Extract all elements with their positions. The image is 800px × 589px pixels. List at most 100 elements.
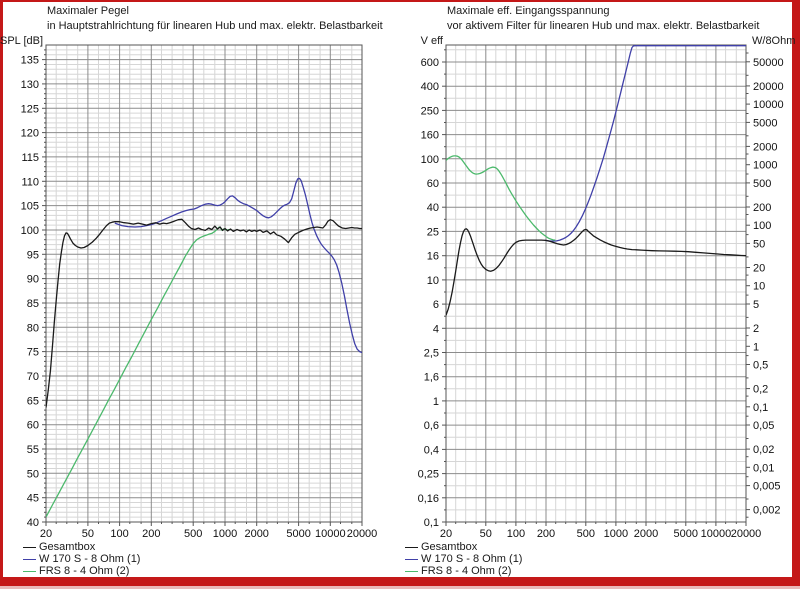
y-axis-caption: SPL [dB]	[0, 35, 44, 47]
tick-label: 50	[27, 468, 39, 480]
chart-subtitle: in Hauptstrahlrichtung für linearen Hub …	[47, 20, 383, 32]
tick-label: 16	[427, 251, 439, 263]
grid-major	[45, 45, 363, 523]
legend-label: FRS 8 - 4 Ohm (2)	[39, 565, 130, 577]
tick-label: 2	[753, 323, 759, 335]
tick-label: 0,6	[424, 420, 439, 432]
plot-border	[445, 44, 747, 523]
tick-label: 0,005	[753, 481, 781, 493]
tick-label: 50	[753, 238, 765, 250]
chart-title: Maximale eff. Eingangsspannung	[447, 5, 610, 17]
tick-label: 10000	[701, 528, 732, 540]
tick-label: 5000	[674, 528, 698, 540]
tick-label: 95	[27, 249, 39, 261]
frame-left	[0, 0, 3, 589]
series-w170s	[114, 177, 362, 354]
tick-label: 40	[27, 517, 39, 529]
tick-label: 250	[421, 105, 439, 117]
tick-label: 2,5	[424, 348, 439, 360]
tick-label: 5000	[286, 528, 310, 540]
chart-title: Maximaler Pegel	[47, 5, 129, 17]
tick-label: 100	[753, 220, 771, 232]
legend-swatch	[23, 571, 36, 572]
legend-swatch	[405, 571, 418, 572]
tick-label: 400	[421, 81, 439, 93]
tick-label: 60	[427, 178, 439, 190]
tick-label: 65	[27, 395, 39, 407]
tick-label: 100	[110, 528, 128, 540]
tick-label: 135	[21, 55, 39, 67]
tick-label: 20000	[731, 528, 762, 540]
tick-label: 50000	[753, 57, 784, 69]
tick-label: 50	[480, 528, 492, 540]
legend-swatch	[405, 547, 418, 548]
tick-label: 600	[421, 57, 439, 69]
tick-label: 0,25	[418, 469, 439, 481]
frame-top	[0, 0, 800, 2]
series-gesamtbox	[46, 218, 362, 408]
tick-label: 20	[440, 528, 452, 540]
tick-label: 500	[184, 528, 202, 540]
tick-label: 10000	[315, 528, 346, 540]
legend-swatch	[23, 559, 36, 560]
series-group	[46, 177, 362, 518]
tick-label: 1	[753, 341, 759, 353]
tick-label: 1000	[753, 160, 777, 172]
tick-label: 6	[433, 299, 439, 311]
legend-label: FRS 8 - 4 Ohm (2)	[421, 565, 512, 577]
tick-label: 0,02	[753, 444, 774, 456]
tick-labels: 20 50 100 200 500 1000 2000 5000 10000 20000 135 13…	[21, 55, 378, 540]
tick-label: 130	[21, 79, 39, 91]
tick-label: 200	[142, 528, 160, 540]
tick-label: 10000	[753, 99, 784, 111]
tick-label: 200	[537, 528, 555, 540]
tick-label: 0,01	[753, 462, 774, 474]
y2-axis-caption: W/8Ohm	[752, 35, 796, 47]
tick-label: 1000	[213, 528, 237, 540]
tick-label: 5000	[753, 117, 777, 129]
grid-minor	[46, 45, 362, 522]
tick-label: 1	[433, 396, 439, 408]
tick-label: 80	[27, 322, 39, 334]
tick-label: 45	[27, 493, 39, 505]
tick-label: 0,05	[753, 420, 774, 432]
tick-label: 10	[427, 275, 439, 287]
tick-label: 10	[753, 281, 765, 293]
plot-area-voltage: 20 50 100 200 500 1000 2000 5000 10000 2000060040…	[418, 44, 784, 540]
series-frs8	[446, 155, 556, 241]
tick-label: 55	[27, 444, 39, 456]
tick-label: 2000	[634, 528, 658, 540]
series-w170s	[544, 45, 746, 242]
frame-bottom-shadow	[0, 586, 800, 589]
tick-label: 20000	[347, 528, 378, 540]
tick-labels: 20 50 100 200 500 1000 2000 5000 10000 2000060040…	[418, 57, 784, 540]
tick-label: 75	[27, 347, 39, 359]
tick-label: 0,002	[753, 505, 781, 517]
legend-label: W 170 S - 8 Ohm (1)	[421, 553, 523, 565]
series-group	[446, 45, 746, 316]
tick-label: 70	[27, 371, 39, 383]
tick-label: 40	[427, 202, 439, 214]
legend-label: W 170 S - 8 Ohm (1)	[39, 553, 141, 565]
grid-minor	[446, 45, 746, 522]
tick-label: 500	[577, 528, 595, 540]
tick-label: 50	[82, 528, 94, 540]
tick-label: 60	[27, 420, 39, 432]
legend-swatch	[405, 559, 418, 560]
tick-label: 125	[21, 103, 39, 115]
tick-label: 0,16	[418, 493, 439, 505]
tick-label: 0,5	[753, 360, 768, 372]
tick-label: 100	[507, 528, 525, 540]
plot-area-spl: 20 50 100 200 500 1000 2000 5000 10000 20000 135 13…	[21, 44, 378, 540]
tick-label: 500	[753, 178, 771, 190]
tick-label: 0,2	[753, 384, 768, 396]
tick-label: 0,4	[424, 444, 439, 456]
chart-max-spl: Maximaler Pegel in Hauptstrahlrichtung f…	[0, 0, 400, 577]
plot-border	[45, 44, 363, 523]
tick-label: 20	[40, 528, 52, 540]
tick-label: 120	[21, 128, 39, 140]
tick-label: 90	[27, 274, 39, 286]
y-axis-caption: V eff	[420, 35, 443, 47]
frame-right	[792, 0, 800, 589]
tick-label: 4	[433, 323, 439, 335]
